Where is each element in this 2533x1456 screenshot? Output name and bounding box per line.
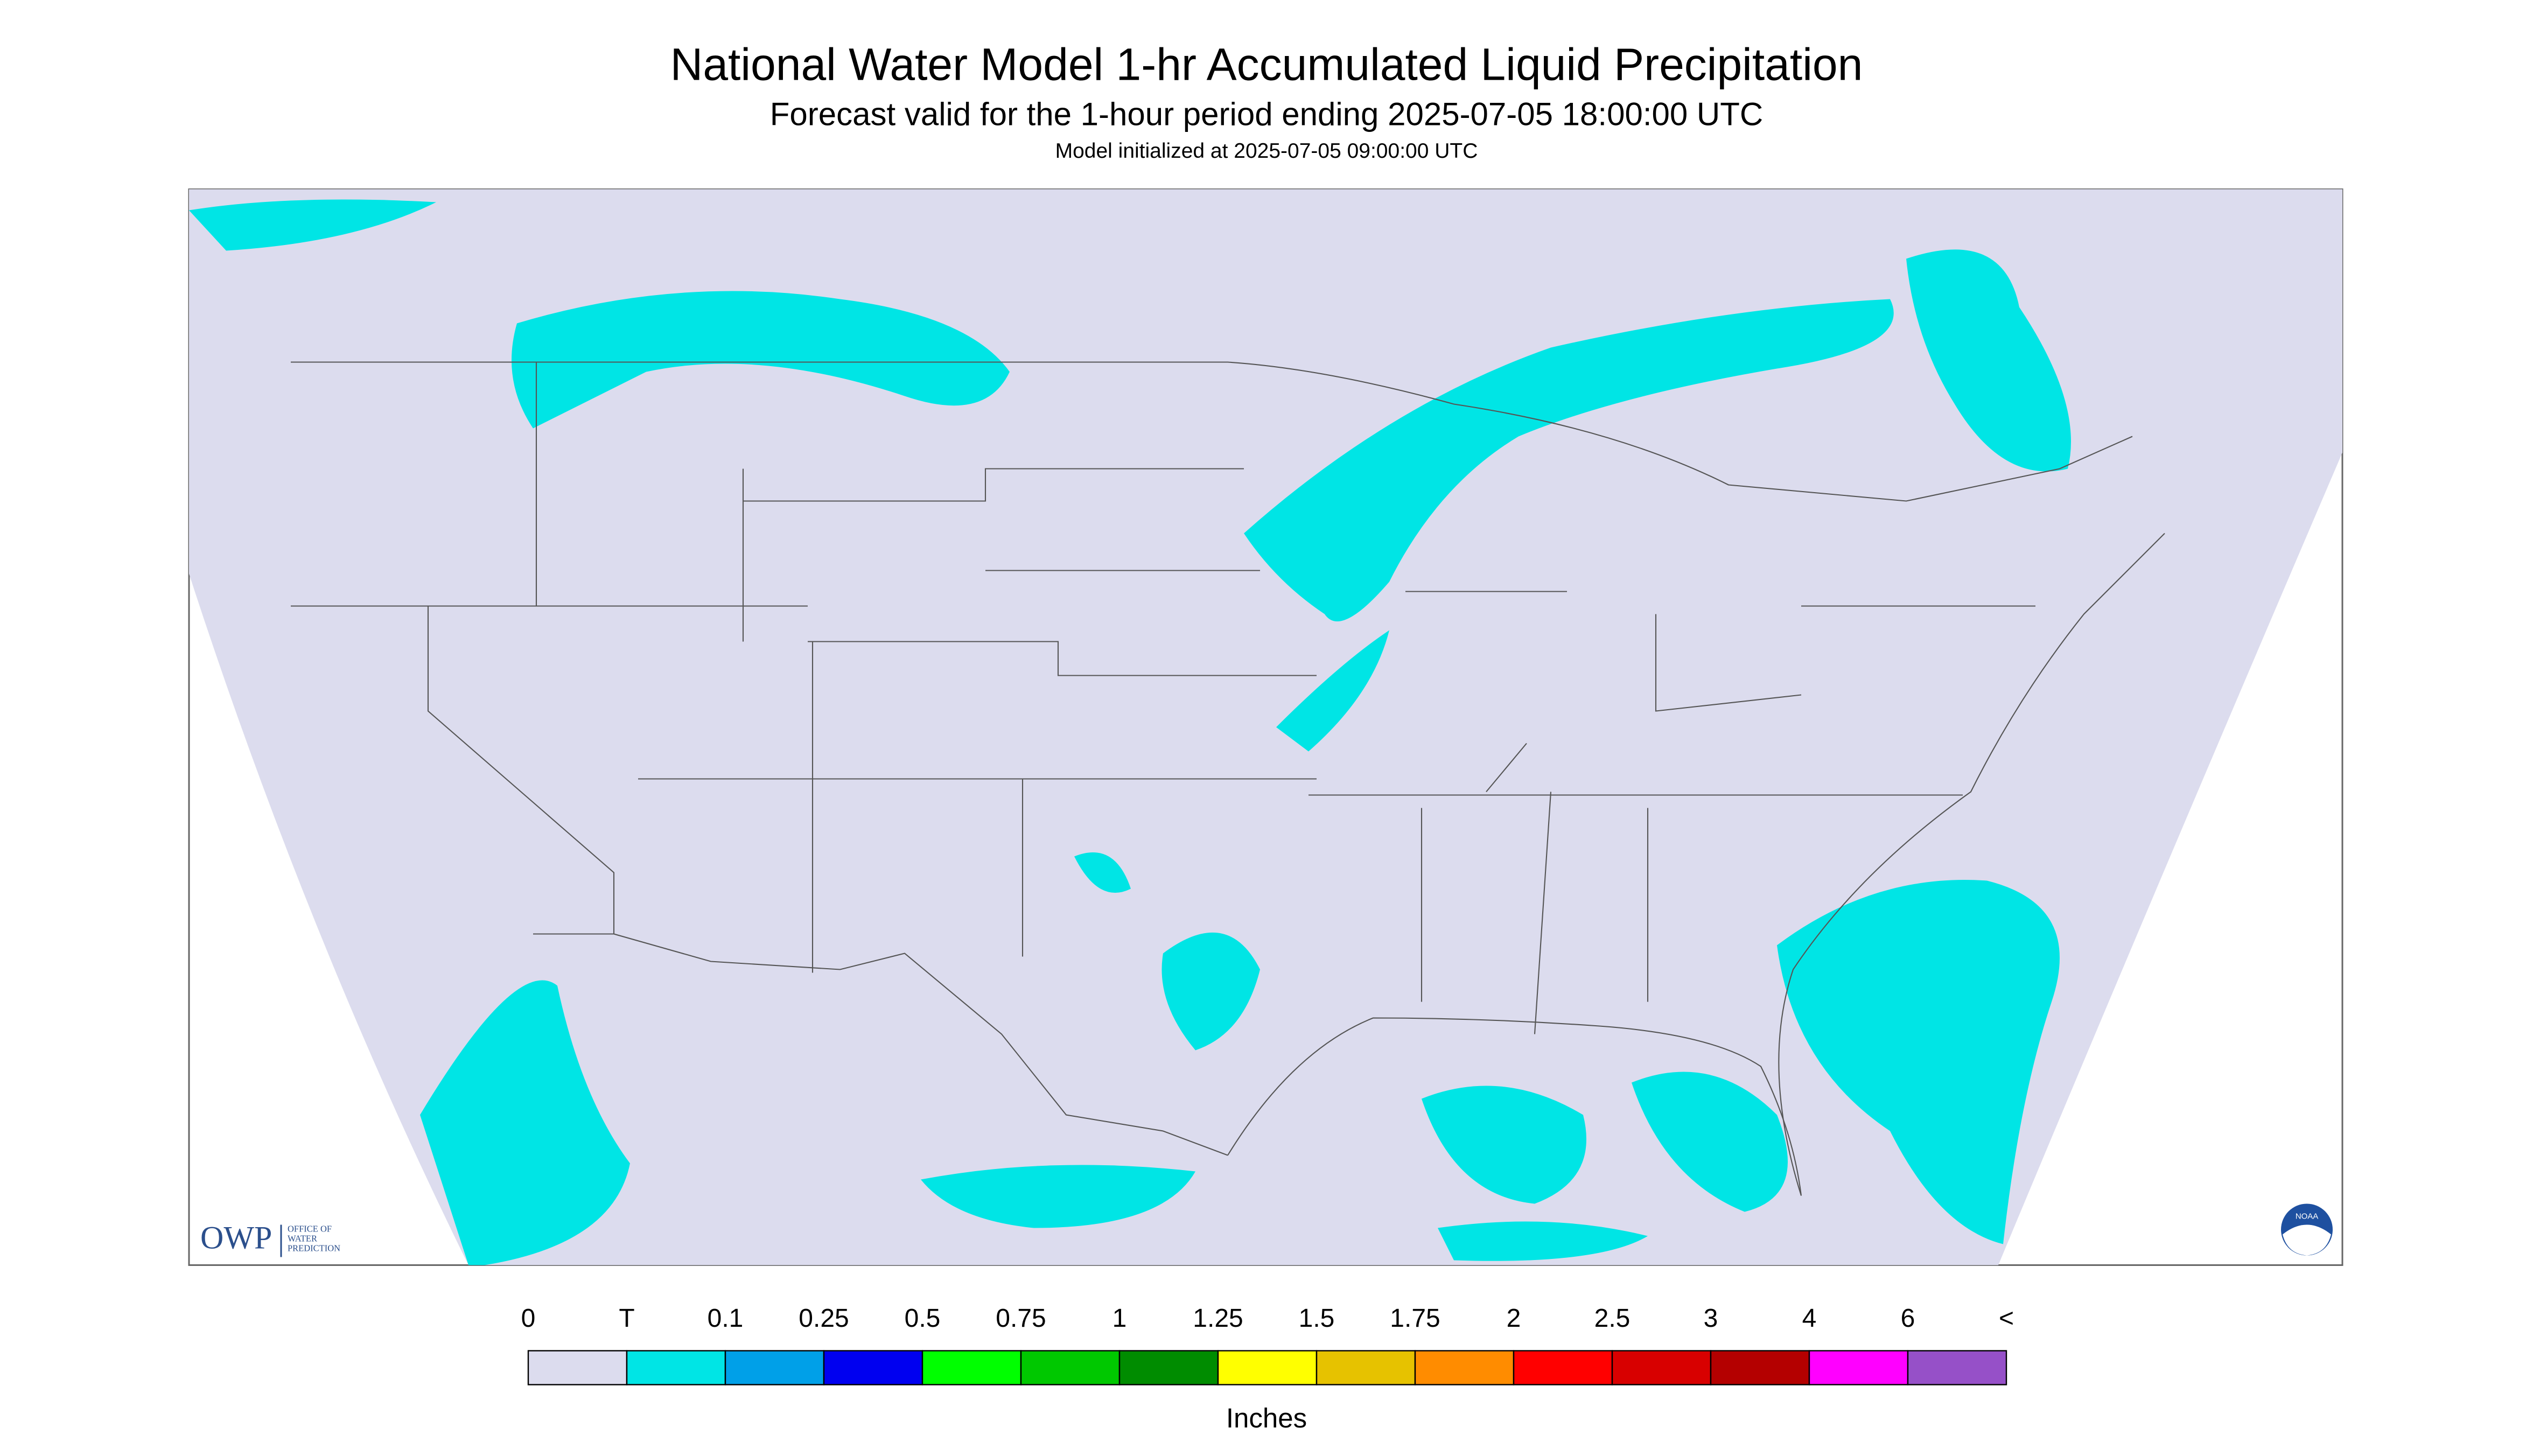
title: National Water Model 1-hr Accumulated Li… (670, 39, 1863, 90)
color-swatch (626, 1350, 726, 1385)
legend-label: 1 (1112, 1304, 1127, 1333)
owp-name-line: WATER (288, 1233, 317, 1243)
owp-name-line: PREDICTION (288, 1243, 340, 1253)
legend-label: 3 (1704, 1304, 1718, 1333)
color-swatch (1808, 1350, 1909, 1385)
color-swatch (921, 1350, 1022, 1385)
legend-label: < (1999, 1304, 2014, 1333)
legend-label: 0.1 (708, 1304, 744, 1333)
color-swatch (1118, 1350, 1219, 1385)
color-swatch (1217, 1350, 1318, 1385)
owp-logo-text: OWP (200, 1220, 272, 1255)
legend-units: Inches (1226, 1403, 1307, 1433)
color-swatch (1513, 1350, 1613, 1385)
color-swatch (1907, 1350, 2007, 1385)
legend-label: 1.75 (1390, 1304, 1440, 1333)
init-time: Model initialized at 2025-07-05 09:00:00… (1055, 139, 1478, 163)
legend-label: T (619, 1304, 634, 1333)
legend-label: 0 (521, 1304, 536, 1333)
legend-label: 0.5 (905, 1304, 941, 1333)
legend-label: 2.5 (1594, 1304, 1631, 1333)
color-swatch (1611, 1350, 1712, 1385)
owp-logo: OWP OFFICE OF WATER PREDICTION (200, 1220, 340, 1257)
color-swatch (823, 1350, 923, 1385)
legend: Inches 0 T 0.1 0.25 0.5 0.75 1 1.25 1.5 1.75 2 2.5 3… (521, 1304, 2014, 1433)
legend-label: 0.75 (996, 1304, 1046, 1333)
color-swatch (1316, 1350, 1416, 1385)
color-swatch (527, 1350, 628, 1385)
legend-label: 1.5 (1299, 1304, 1335, 1333)
legend-label: 1.25 (1193, 1304, 1243, 1333)
legend-label: 0.25 (799, 1304, 849, 1333)
legend-label: 2 (1507, 1304, 1521, 1333)
map: OWP OFFICE OF WATER PREDICTION NOAA (188, 188, 2343, 1266)
legend-label: 4 (1802, 1304, 1817, 1333)
color-swatch (724, 1350, 825, 1385)
subtitle: Forecast valid for the 1-hour period end… (770, 96, 1763, 132)
noaa-logo: NOAA (2281, 1203, 2333, 1256)
owp-name-line: OFFICE OF (288, 1223, 332, 1234)
legend-label: 6 (1901, 1304, 1915, 1333)
noaa-logo-text: NOAA (2296, 1212, 2319, 1221)
boundaries (291, 361, 2165, 1196)
color-swatch (1020, 1350, 1121, 1385)
precip-areas (189, 199, 2071, 1265)
color-swatch (1414, 1350, 1515, 1385)
color-swatch (1710, 1350, 1810, 1385)
